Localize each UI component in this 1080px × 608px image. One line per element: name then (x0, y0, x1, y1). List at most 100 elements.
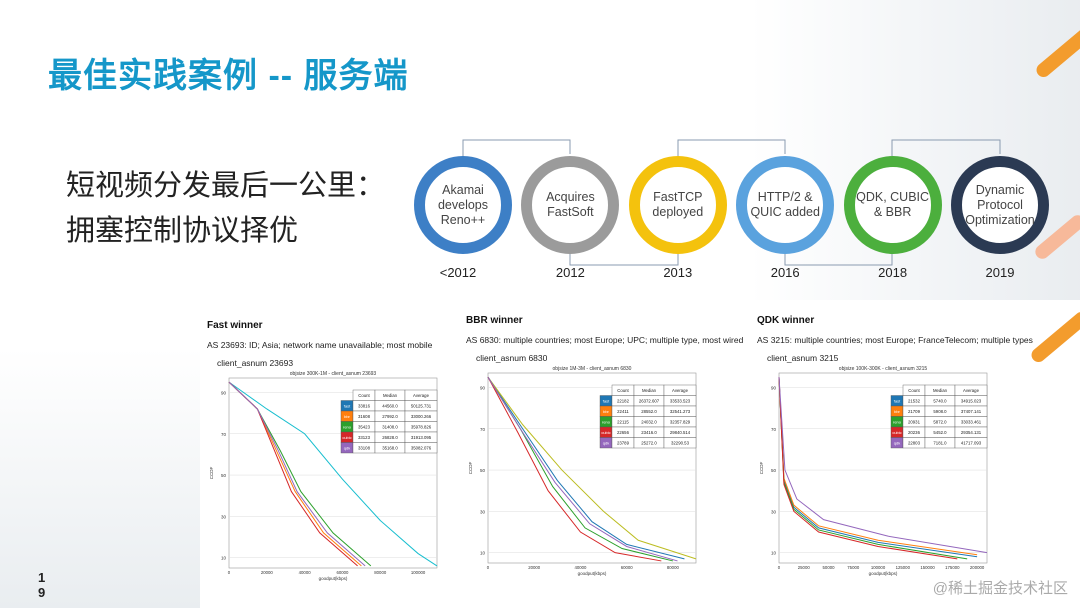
table-row-label: reno (602, 420, 611, 425)
table-value: 35082.076 (411, 446, 432, 451)
milestone-label: FastTCP deployed (652, 190, 704, 219)
table-value: 31608 (358, 414, 371, 419)
table-value: 33816 (358, 404, 371, 409)
table-value: 22115 (617, 420, 629, 425)
chart-description: AS 6830: multiple countries; most Europe… (466, 335, 744, 345)
table-cell (404, 442, 438, 454)
chart-qdk-winner: QDK winner AS 3215: multiple countries; … (757, 315, 1033, 585)
plot-title: objsize 300K-1M - client_asnum 23693 (290, 371, 377, 377)
x-axis-label: goodput(kbps) (578, 571, 607, 576)
table-value: 35168.0 (382, 446, 398, 451)
page-title: 最佳实践案例 -- 服务端 (48, 57, 409, 95)
table-value: 26372.607 (639, 399, 660, 404)
table-value: 22656 (617, 430, 630, 435)
table-value: 23789 (617, 441, 630, 446)
timeline-milestone: Akamai develops Reno++ (414, 156, 512, 254)
y-tick-label: 50 (480, 468, 486, 473)
page-number: 1 (38, 570, 46, 585)
ccdf-plot: objsize 1M-3M - client_asnum 6830 10 30 50 7… (468, 366, 697, 576)
table-value: 20931 (908, 420, 921, 425)
table-value: 44560.0 (382, 404, 398, 409)
table-value: 23416.0 (641, 430, 657, 435)
table-value: 5740.0 (933, 399, 947, 404)
table-row-label: fast (603, 399, 610, 404)
milestone-label: Dynamic Protocol Optimization (965, 182, 1035, 227)
chart-heading: Fast winner (207, 320, 263, 331)
timeline-milestone: QDK, CUBIC & BBR (843, 156, 942, 254)
table-value: 20236 (908, 430, 921, 435)
table-value: 28552.0 (641, 409, 657, 414)
series-line-qdk (228, 381, 366, 567)
y-tick-label: 50 (771, 468, 777, 473)
table-value: 37407.141 (961, 409, 982, 414)
table-value: 26828.0 (382, 435, 398, 440)
y-axis-label: CCDF (759, 462, 764, 475)
table-row-label: cubic (601, 430, 610, 435)
table-header: Median (642, 388, 657, 393)
table-cell (954, 437, 988, 449)
code-background-left (0, 348, 200, 608)
y-tick-label: 30 (771, 509, 777, 514)
chart-asn: client_asnum 6830 (476, 353, 548, 363)
table-value: 31408.0 (382, 425, 398, 430)
table-value: 33000.266 (411, 414, 432, 419)
y-tick-label: 10 (221, 556, 227, 561)
chart-fast-winner: Fast winner AS 23693: ID; Asia; network … (207, 320, 445, 590)
milestone-year: 2013 (663, 265, 693, 280)
x-tick-label: 80000 (374, 570, 387, 575)
timeline-connectors (462, 139, 1001, 266)
x-tick-label: 100000 (871, 565, 886, 570)
timeline-milestone: HTTP/2 & QUIC added (736, 156, 835, 254)
chart-description: AS 23693: ID; Asia; network name unavail… (207, 340, 433, 350)
x-tick-label: 50000 (823, 565, 836, 570)
table-value: 33033.461 (961, 420, 982, 425)
table-header: Count (358, 393, 370, 398)
subtitle-line: 短视频分发最后一公里： (66, 170, 386, 202)
table-value: 32290.53 (671, 441, 690, 446)
decor-stripe (1028, 309, 1080, 365)
x-tick-label: 100000 (411, 570, 426, 575)
x-tick-label: 40000 (574, 565, 587, 570)
ccdf-plot: objsize 300K-1M - client_asnum 23693 10 30… (209, 371, 438, 581)
table-value: 22182 (617, 399, 630, 404)
table-value: 21709 (908, 409, 921, 414)
milestone-year: <2012 (439, 265, 477, 280)
y-tick-label: 70 (771, 427, 777, 432)
table-header: Average (963, 388, 980, 393)
series-line-fast (228, 381, 438, 567)
table-value: 7181.0 (933, 441, 947, 446)
table-value: 33123 (358, 435, 371, 440)
table-row-label: fast (894, 399, 901, 404)
milestone-label: HTTP/2 & QUIC added (750, 190, 820, 219)
table-value: 25272.0 (641, 441, 657, 446)
table-value: 24032.0 (641, 420, 657, 425)
chart-heading: QDK winner (757, 315, 815, 326)
x-tick-label: 175000 (945, 565, 960, 570)
table-row-label: bbr (603, 409, 609, 414)
y-tick-label: 50 (221, 473, 227, 478)
table-value: 29354.131 (961, 430, 982, 435)
y-tick-label: 70 (221, 432, 227, 437)
milestone-year: 2018 (878, 265, 908, 280)
series-line-fast (487, 376, 685, 560)
table-header: Average (672, 388, 689, 393)
x-tick-label: 75000 (847, 565, 860, 570)
y-tick-label: 90 (480, 385, 486, 390)
x-tick-label: 25000 (798, 565, 811, 570)
series-line-cubic (487, 376, 662, 562)
x-tick-label: 125000 (896, 565, 911, 570)
table-row-label: qdk (894, 441, 900, 446)
table-header: Count (908, 388, 920, 393)
y-tick-label: 10 (771, 551, 777, 556)
x-tick-label: 0 (778, 565, 781, 570)
ccdf-plot: objsize 100K-300K - client_asnum 3215 10 3… (759, 366, 988, 576)
y-axis-label: CCDF (468, 462, 473, 475)
table-row-label: cubic (342, 435, 351, 440)
x-tick-label: 150000 (920, 565, 935, 570)
chart-asn: client_asnum 3215 (767, 353, 839, 363)
x-tick-label: 0 (228, 570, 231, 575)
milestone-year: 2016 (770, 265, 800, 280)
page-number: 9 (38, 585, 46, 600)
x-axis-label: goodput(kbps) (319, 576, 348, 581)
milestone-label: QDK, CUBIC & BBR (856, 190, 930, 219)
